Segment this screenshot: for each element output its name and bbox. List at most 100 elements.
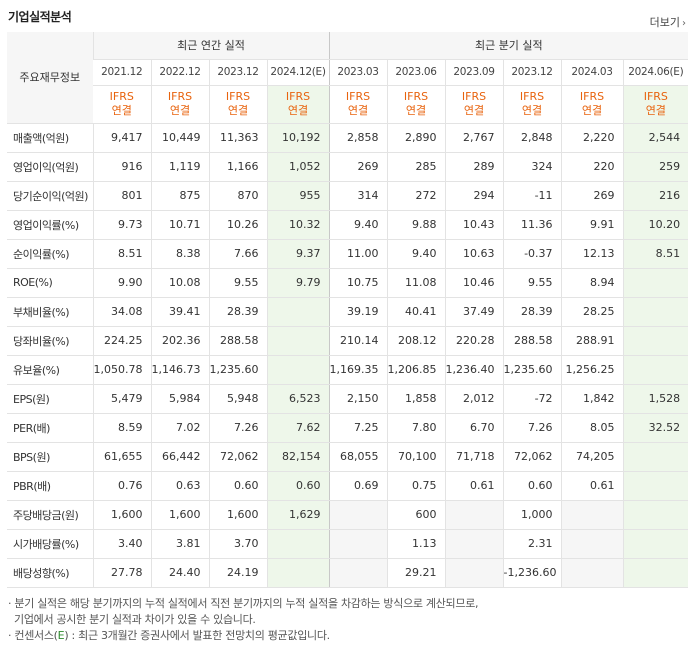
standard-header: IFRS 연결 [208, 85, 267, 124]
table-cell: 11.00 [328, 239, 388, 269]
row-label: PER(배) [7, 413, 93, 443]
table-cell: 9.55 [208, 268, 267, 298]
standard-ifrs: IFRS [167, 90, 193, 103]
standard-ifrs: IFRS [519, 90, 545, 103]
table-cell: 7.62 [266, 413, 330, 443]
row-head: 주요재무정보 [7, 32, 93, 124]
table-cell: 1,050.78 [92, 355, 151, 385]
footnote-2: · 컨센서스(E) : 최근 3개월간 증권사에서 발표한 전망치의 평균값입니… [8, 629, 330, 642]
standard-ifrs: IFRS [345, 90, 371, 103]
table-cell: 801 [92, 181, 151, 211]
table-cell: 1.13 [386, 529, 446, 559]
table-cell: 28.39 [502, 297, 562, 327]
table-cell [622, 355, 689, 385]
table-cell: 3.70 [208, 529, 267, 559]
section-title: 기업실적분석 [8, 10, 72, 24]
table-cell: 202.36 [150, 326, 209, 356]
table-cell: 11,363 [208, 122, 267, 153]
table-cell: 5,479 [92, 383, 151, 414]
table-cell: 9.88 [386, 209, 446, 240]
table-row: PER(배) 8.59 7.02 7.26 7.62 7.25 7.80 6.70 7.26 8.… [7, 413, 689, 443]
table-cell: 1,236.40 [444, 355, 504, 385]
more-label: 더보기 [649, 16, 680, 29]
table-cell: 875 [150, 181, 209, 211]
table-cell [266, 326, 330, 356]
table-cell: 7.26 [208, 413, 267, 443]
table-cell: 1,629 [266, 499, 330, 530]
table-cell: 1,166 [208, 152, 267, 182]
table-cell: 289 [444, 152, 504, 182]
table-cell [328, 529, 388, 559]
table-cell: 1,000 [502, 499, 562, 530]
table-cell [560, 499, 624, 530]
period-header: 2023.03 [328, 59, 388, 86]
table-cell: 28.39 [208, 297, 267, 327]
table-cell: -0.37 [502, 239, 562, 269]
standard-header: IFRS 연결 [266, 85, 330, 124]
row-label: 영업이익(억원) [7, 152, 93, 182]
table-cell: 10.71 [150, 209, 209, 240]
table-row: 영업이익률(%) 9.73 10.71 10.26 10.32 9.40 9.88 10.43… [7, 209, 689, 240]
table-cell: 10.46 [444, 268, 504, 298]
table-cell [328, 499, 388, 530]
table-cell: 208.12 [386, 326, 446, 356]
table-cell: 10,449 [150, 122, 209, 153]
table-cell: 3.40 [92, 529, 151, 559]
table-cell [622, 326, 689, 356]
footnotes: · 분기 실적은 해당 분기까지의 누적 실적에서 직전 분기까지의 누적 실적… [8, 596, 479, 644]
standard-consolidated: 연결 [463, 104, 485, 117]
table-cell: 0.60 [502, 471, 562, 501]
period-header: 2023.12 [502, 59, 562, 86]
table-cell: 72,062 [208, 442, 267, 472]
table-cell: 9.55 [502, 268, 562, 298]
table-cell [444, 529, 504, 559]
table-cell: 1,119 [150, 152, 209, 182]
table-row: EPS(원) 5,479 5,984 5,948 6,523 2,150 1,858 2,01… [7, 383, 689, 414]
table-row: 주당배당금(원) 1,600 1,600 1,600 1,629 600 1,000 [7, 499, 689, 530]
table-cell: 2,848 [502, 122, 562, 153]
table-cell: 5,948 [208, 383, 267, 414]
period-header: 2022.12 [150, 59, 209, 86]
standard-consolidated: 연결 [227, 104, 249, 117]
table-cell: 294 [444, 181, 504, 211]
standard-consolidated: 연결 [169, 104, 191, 117]
table-cell: 39.19 [328, 297, 388, 327]
more-link[interactable]: 더보기 › [650, 14, 686, 30]
standard-header: IFRS 연결 [328, 85, 388, 124]
table-cell [560, 558, 624, 588]
table-cell: 10.63 [444, 239, 504, 269]
table-cell: 220.28 [444, 326, 504, 356]
table-cell: 0.60 [208, 471, 267, 501]
standard-ifrs: IFRS [403, 90, 429, 103]
table-cell: 2,220 [560, 122, 624, 153]
row-label: 시가배당률(%) [7, 529, 93, 559]
row-label: 영업이익률(%) [7, 209, 93, 240]
table-cell [328, 558, 388, 588]
table-cell: 28.25 [560, 297, 624, 327]
table-cell: 10.32 [266, 209, 330, 240]
table-cell: 224.25 [92, 326, 151, 356]
standard-header: IFRS 연결 [150, 85, 209, 124]
table-cell: 0.61 [444, 471, 504, 501]
table-cell: 82,154 [266, 442, 330, 472]
row-label: 유보율(%) [7, 355, 93, 385]
table-cell [444, 499, 504, 530]
table-cell: 7.66 [208, 239, 267, 269]
table-cell: 0.76 [92, 471, 151, 501]
table-cell: 2.31 [502, 529, 562, 559]
standard-header: IFRS 연결 [444, 85, 504, 124]
table-cell: 70,100 [386, 442, 446, 472]
standard-consolidated: 연결 [111, 104, 132, 117]
table-cell: 9.40 [386, 239, 446, 269]
table-cell [444, 558, 504, 588]
estimate-mark: E [57, 629, 65, 642]
row-label: 순이익률(%) [7, 239, 93, 269]
row-label: PBR(배) [7, 471, 93, 501]
table-cell: 1,858 [386, 383, 446, 414]
standard-ifrs: IFRS [643, 90, 668, 103]
table-cell: 1,235.60 [502, 355, 562, 385]
table-cell: 1,052 [266, 152, 330, 182]
table-row: 당좌비율(%) 224.25 202.36 288.58 210.14 208.12 220… [7, 326, 689, 356]
table-row: 매출액(억원) 9,417 10,449 11,363 10,192 2,858 2,890… [7, 122, 689, 153]
table-cell: 269 [560, 181, 624, 211]
